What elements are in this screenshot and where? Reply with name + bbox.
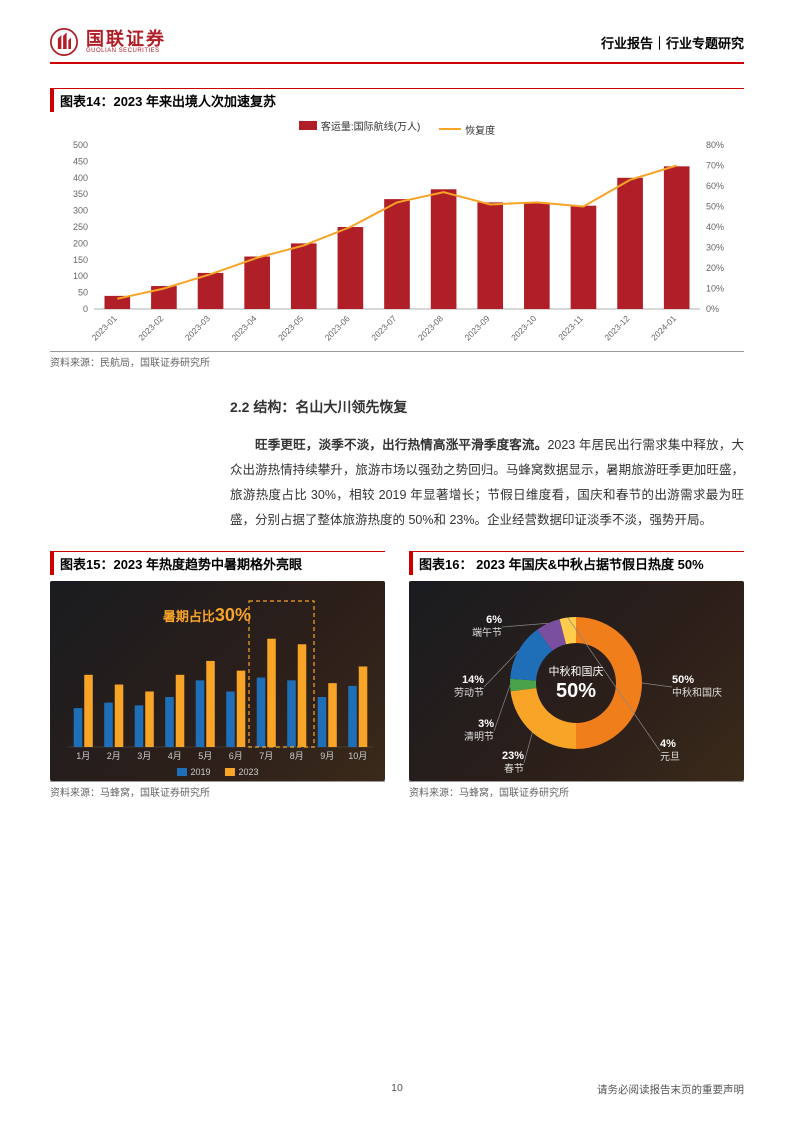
chart15-source: 资料来源：马蜂窝，国联证券研究所 xyxy=(50,781,385,799)
svg-text:23%: 23% xyxy=(502,750,524,762)
svg-text:50: 50 xyxy=(78,287,88,297)
svg-text:端午节: 端午节 xyxy=(472,626,502,639)
svg-text:0: 0 xyxy=(83,304,88,314)
svg-text:清明节: 清明节 xyxy=(464,730,494,743)
svg-text:元旦: 元旦 xyxy=(660,751,680,763)
svg-text:50%: 50% xyxy=(556,680,596,702)
svg-text:中秋和国庆: 中秋和国庆 xyxy=(672,686,722,699)
svg-text:10%: 10% xyxy=(706,283,724,293)
svg-text:60%: 60% xyxy=(706,181,724,191)
svg-text:200: 200 xyxy=(73,238,88,248)
svg-text:2月: 2月 xyxy=(107,751,121,761)
chart15-title: 图表15：2023 年热度趋势中暑期格外亮眼 xyxy=(60,552,302,575)
header-category: 行业报告｜行业专题研究 xyxy=(601,33,744,52)
svg-text:2024-01: 2024-01 xyxy=(649,313,678,342)
chart15-title-bar: 图表15：2023 年热度趋势中暑期格外亮眼 xyxy=(50,551,385,575)
chart14-legend-line: 恢复度 xyxy=(465,122,495,137)
svg-text:3%: 3% xyxy=(478,718,494,730)
chart14-legend: 客运量:国际航线(万人) 恢复度 xyxy=(50,118,744,137)
svg-text:5月: 5月 xyxy=(198,751,212,761)
chart14-legend-bar: 客运量:国际航线(万人) xyxy=(321,118,420,133)
page-number: 10 xyxy=(391,1082,403,1094)
chart14-source: 资料来源：民航局，国联证券研究所 xyxy=(50,351,744,369)
svg-text:10月: 10月 xyxy=(348,751,367,761)
chart14-title: 图表14：2023 年来出境人次加速复苏 xyxy=(60,89,276,112)
svg-text:2023-02: 2023-02 xyxy=(136,313,165,342)
footer-disclaimer: 请务必阅读报告末页的重要声明 xyxy=(597,1082,744,1097)
section-heading: 2.2 结构：名山大川领先恢复 xyxy=(230,397,744,417)
svg-text:2023-11: 2023-11 xyxy=(556,313,585,342)
svg-text:9月: 9月 xyxy=(320,751,334,761)
svg-text:中秋和国庆: 中秋和国庆 xyxy=(549,664,604,678)
svg-text:500: 500 xyxy=(73,140,88,150)
chart16-title: 图表16： 2023 年国庆&中秋占据节假日热度 50% xyxy=(419,552,704,575)
svg-text:2023-05: 2023-05 xyxy=(276,313,305,342)
para-lead: 旺季更旺，淡季不淡，出行热情高涨平滑季度客流。 xyxy=(255,438,547,452)
chart16: 50%中秋和国庆23%春节3%清明节14%劳动节6%端午节4%元旦中秋和国庆50… xyxy=(409,581,744,781)
chart14-title-bar: 图表14：2023 年来出境人次加速复苏 xyxy=(50,88,744,112)
svg-text:春节: 春节 xyxy=(504,763,524,775)
svg-text:2023-01: 2023-01 xyxy=(90,313,119,342)
svg-text:4月: 4月 xyxy=(168,751,182,761)
svg-text:100: 100 xyxy=(73,271,88,281)
svg-text:14%: 14% xyxy=(462,674,484,686)
svg-text:50%: 50% xyxy=(706,201,724,211)
svg-text:2023-12: 2023-12 xyxy=(602,313,631,342)
svg-text:2023-10: 2023-10 xyxy=(509,313,538,342)
svg-text:1月: 1月 xyxy=(76,751,90,761)
svg-text:2023-04: 2023-04 xyxy=(229,313,258,342)
chart14: 0 50 100 150 200 250 300 350 400 450 500 0% 10% 20% 30… xyxy=(50,139,744,349)
section-paragraph: 旺季更旺，淡季不淡，出行热情高涨平滑季度客流。2023 年居民出行需求集中释放，… xyxy=(230,433,744,533)
svg-text:450: 450 xyxy=(73,156,88,166)
svg-text:80%: 80% xyxy=(706,140,724,150)
svg-text:6%: 6% xyxy=(486,614,502,626)
chart15-annotation: 暑期占比30% xyxy=(163,605,251,626)
svg-text:250: 250 xyxy=(73,222,88,232)
svg-text:6月: 6月 xyxy=(229,751,243,761)
svg-text:2023-07: 2023-07 xyxy=(369,313,398,342)
svg-text:30%: 30% xyxy=(706,242,724,252)
chart16-title-bar: 图表16： 2023 年国庆&中秋占据节假日热度 50% xyxy=(409,551,744,575)
page-footer: 10 请务必阅读报告末页的重要声明 xyxy=(50,1082,744,1097)
logo-text-cn: 国联证券 xyxy=(86,30,166,48)
svg-text:8月: 8月 xyxy=(290,751,304,761)
svg-text:2023-09: 2023-09 xyxy=(463,313,492,342)
svg-text:2023-08: 2023-08 xyxy=(416,313,445,342)
svg-text:3月: 3月 xyxy=(137,751,151,761)
svg-text:400: 400 xyxy=(73,172,88,182)
svg-text:7月: 7月 xyxy=(259,751,273,761)
chart16-source: 资料来源：马蜂窝，国联证券研究所 xyxy=(409,781,744,799)
logo-icon xyxy=(50,28,78,56)
svg-text:2023-03: 2023-03 xyxy=(183,313,212,342)
logo-text-en: GUOLIAN SECURITIES xyxy=(86,48,166,54)
svg-text:劳动节: 劳动节 xyxy=(454,686,484,699)
svg-text:350: 350 xyxy=(73,189,88,199)
svg-text:4%: 4% xyxy=(660,738,676,750)
svg-text:70%: 70% xyxy=(706,160,724,170)
chart15: 1月 2月 3月 4月 5月 6月 7月 8月 9月 10月 暑期占比30% 2019 2023 xyxy=(50,581,385,781)
svg-text:50%: 50% xyxy=(672,674,694,686)
logo: 国联证券 GUOLIAN SECURITIES xyxy=(50,28,166,56)
svg-text:2023-06: 2023-06 xyxy=(323,313,352,342)
svg-text:300: 300 xyxy=(73,205,88,215)
svg-text:150: 150 xyxy=(73,254,88,264)
svg-text:0%: 0% xyxy=(706,304,719,314)
svg-text:20%: 20% xyxy=(706,263,724,273)
svg-text:40%: 40% xyxy=(706,222,724,232)
chart15-legend: 2019 2023 xyxy=(176,767,258,777)
page-header: 国联证券 GUOLIAN SECURITIES 行业报告｜行业专题研究 xyxy=(50,28,744,64)
